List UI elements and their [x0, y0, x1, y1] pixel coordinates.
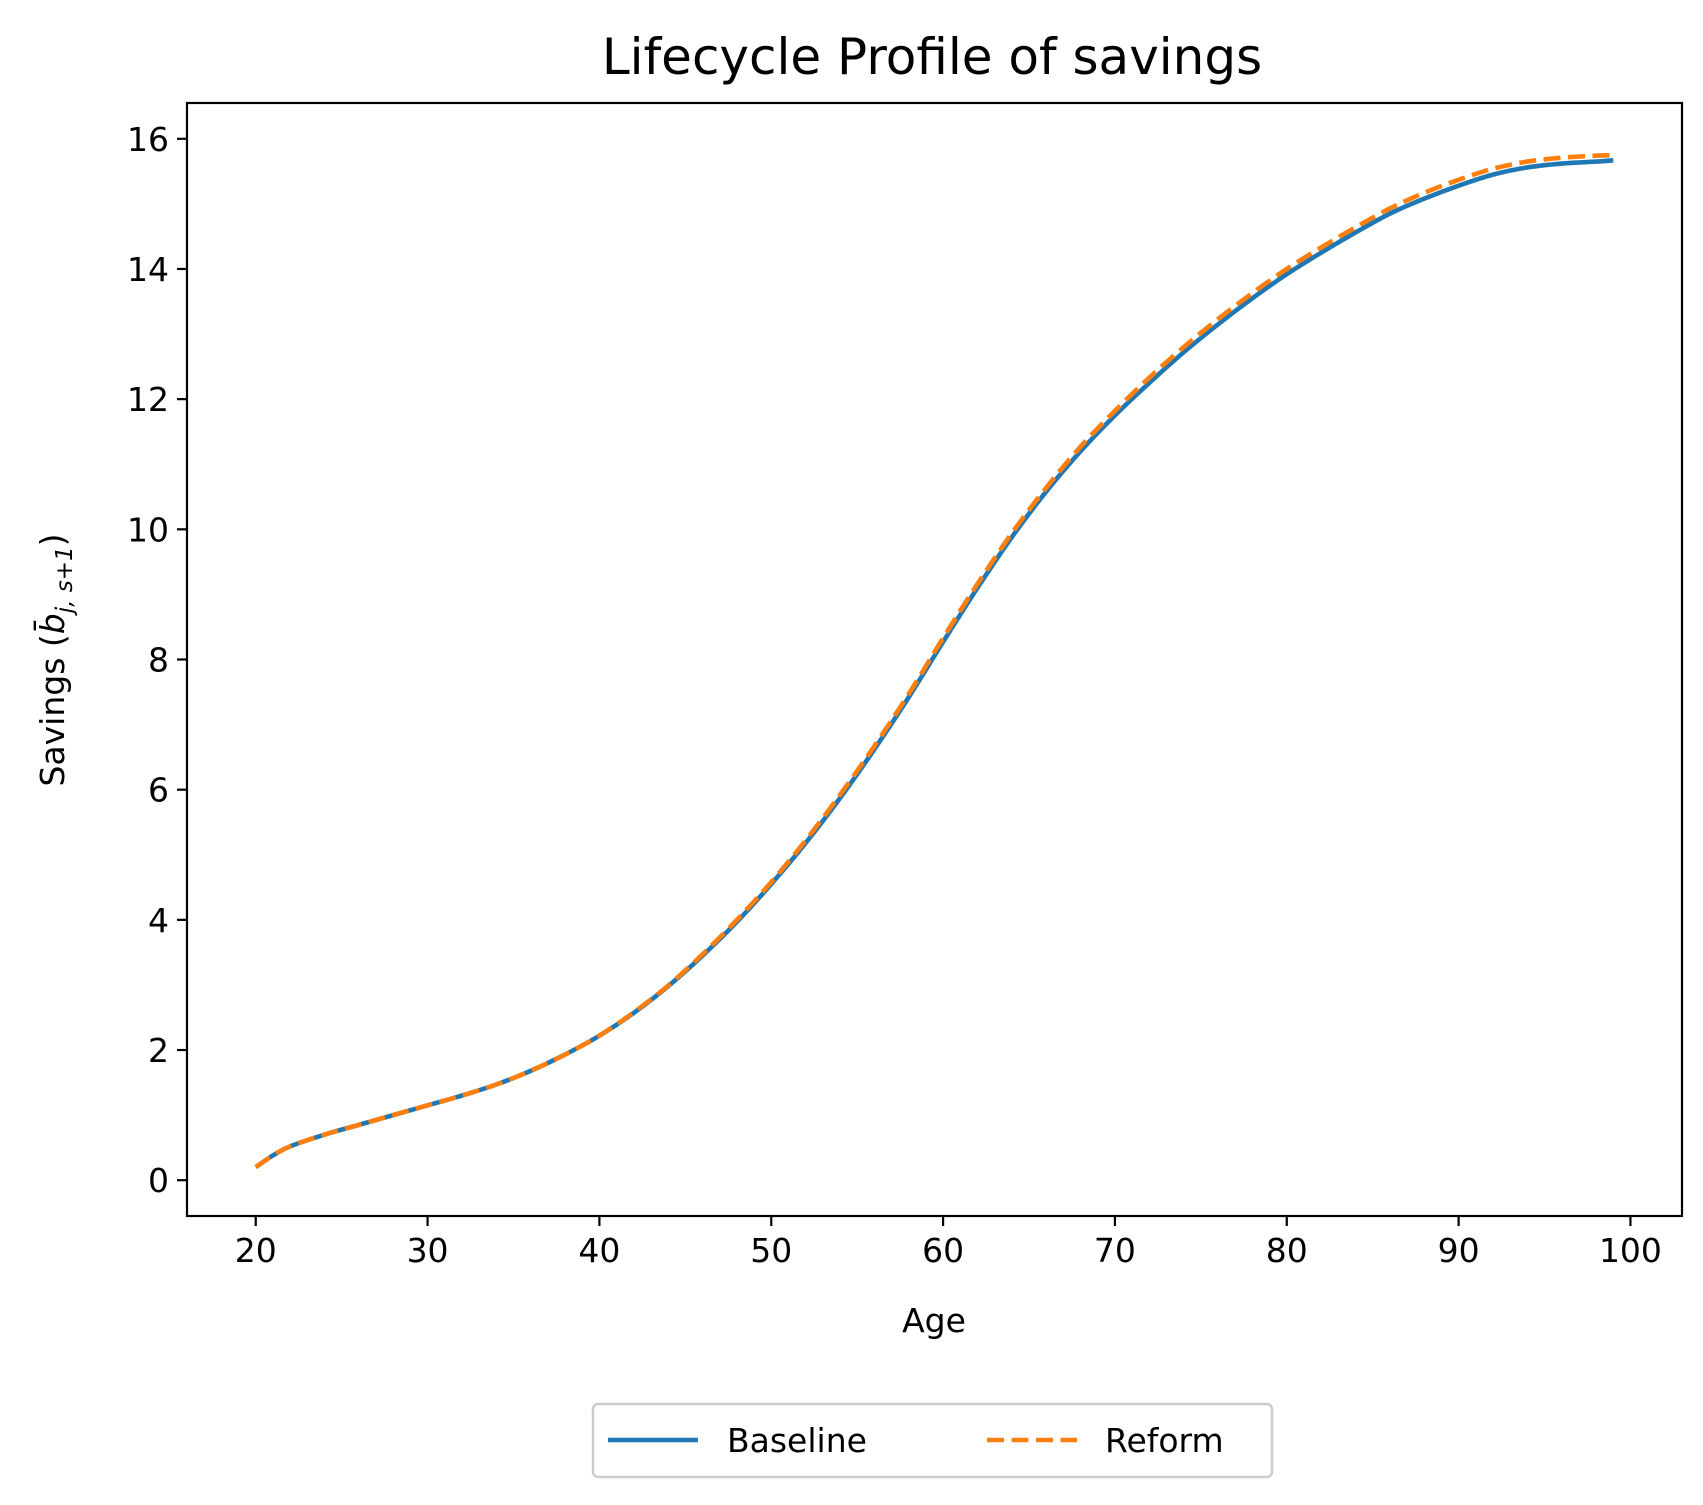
legend-baseline-label: Baseline: [727, 1421, 867, 1460]
x-tick-label: 80: [1266, 1231, 1308, 1270]
series-line-reform: [254, 152, 1614, 1170]
y-tick-label: 0: [148, 1161, 169, 1200]
y-tick-label: 6: [148, 771, 169, 810]
x-axis-label: Age: [902, 1301, 966, 1340]
y-tick-label: 16: [127, 120, 169, 159]
x-tick-label: 50: [750, 1231, 792, 1270]
y-tick-label: 4: [148, 901, 169, 940]
x-axis: 20 30 40 50 60 70 80 90 100: [235, 1216, 1662, 1270]
y-axis-label: Savings (b̄j, s+1): [32, 533, 78, 786]
plot-area: [185, 101, 1684, 1218]
chart-title: Lifecycle Profile of savings: [602, 28, 1262, 86]
y-axis-label-math-symbol: b̄: [32, 613, 72, 634]
x-tick-label: 70: [1094, 1231, 1136, 1270]
x-tick-label: 40: [578, 1231, 620, 1270]
y-axis-label-space: [33, 647, 72, 658]
legend: Baseline Reform: [591, 1402, 1274, 1479]
y-axis-label-open-paren: (: [33, 634, 72, 647]
y-tick-label: 10: [127, 510, 169, 549]
y-tick-label: 8: [148, 641, 169, 680]
x-tick-label: 100: [1599, 1231, 1662, 1270]
x-tick-label: 20: [235, 1231, 277, 1270]
y-axis-label-text: Savings: [33, 658, 72, 787]
x-tick-label: 60: [922, 1231, 964, 1270]
series-layer: [254, 152, 1614, 1170]
y-axis-label-close-paren: ): [33, 533, 72, 546]
x-tick-label: 30: [407, 1231, 449, 1270]
y-tick-label: 2: [148, 1031, 169, 1070]
y-tick-label: 12: [127, 380, 169, 419]
y-tick-label: 14: [127, 250, 169, 289]
legend-reform-label: Reform: [1105, 1421, 1224, 1460]
x-tick-label: 90: [1438, 1231, 1480, 1270]
legend-frame: [591, 1402, 1274, 1479]
y-axis: 0 2 4 6 8 10 12 14 16: [127, 120, 187, 1200]
y-axis-label-subscript: j, s+1: [52, 546, 78, 616]
